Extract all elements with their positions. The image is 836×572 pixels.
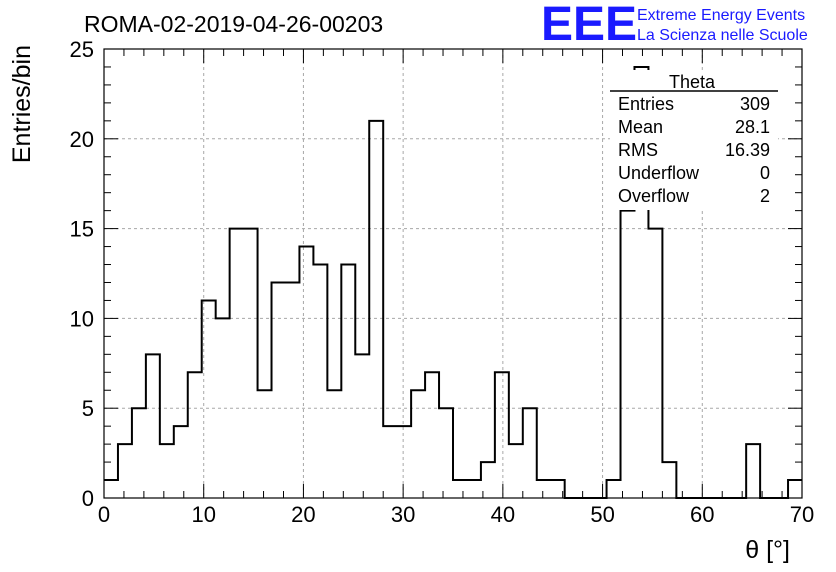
x-axis-label: θ [°] xyxy=(745,536,790,564)
stats-box-title: Theta xyxy=(669,72,716,92)
y-tick-label: 15 xyxy=(70,217,94,242)
y-tick-label: 0 xyxy=(82,486,94,511)
stats-box: Theta Entries 309 Mean 28.1 RMS 16.39 Un… xyxy=(610,70,778,210)
stats-box-background xyxy=(610,70,778,210)
stats-value-underflow: 0 xyxy=(760,163,770,183)
stats-value-mean: 28.1 xyxy=(735,117,770,137)
x-tick-label: 20 xyxy=(291,502,315,527)
x-tick-label: 30 xyxy=(391,502,415,527)
stats-label-entries: Entries xyxy=(618,94,674,114)
stats-value-overflow: 2 xyxy=(760,186,770,206)
logo-line-2: La Scienza nelle Scuole xyxy=(637,27,808,44)
axis-ticks xyxy=(103,48,803,499)
histogram-series xyxy=(104,65,802,499)
stats-label-overflow: Overflow xyxy=(618,186,690,206)
x-tick-label: 60 xyxy=(690,502,714,527)
stats-value-entries: 309 xyxy=(740,94,770,114)
y-axis-label: Entries/bin xyxy=(8,45,36,163)
eee-logo: EEE Extreme Energy Events La Scienza nel… xyxy=(541,0,808,51)
x-tick-label: 0 xyxy=(98,502,110,527)
stats-value-rms: 16.39 xyxy=(725,140,770,160)
logo-eee-letters: EEE xyxy=(541,0,637,51)
x-tick-label: 40 xyxy=(491,502,515,527)
stats-label-mean: Mean xyxy=(618,117,663,137)
x-tick-label: 10 xyxy=(191,502,215,527)
y-tick-label: 10 xyxy=(70,306,94,331)
x-tick-label: 70 xyxy=(790,502,814,527)
y-tick-label: 5 xyxy=(82,396,94,421)
stats-label-underflow: Underflow xyxy=(618,163,700,183)
x-tick-label: 50 xyxy=(590,502,614,527)
y-tick-label: 20 xyxy=(70,127,94,152)
y-tick-labels: 0 5 10 15 20 25 xyxy=(70,37,94,511)
x-tick-labels: 0 10 20 30 40 50 60 70 xyxy=(98,502,814,527)
y-tick-label: 25 xyxy=(70,37,94,62)
plot-frame xyxy=(103,48,803,499)
logo-line-1: Extreme Energy Events xyxy=(637,7,805,24)
stats-label-rms: RMS xyxy=(618,140,658,160)
run-title: ROMA-02-2019-04-26-00203 xyxy=(84,11,383,37)
